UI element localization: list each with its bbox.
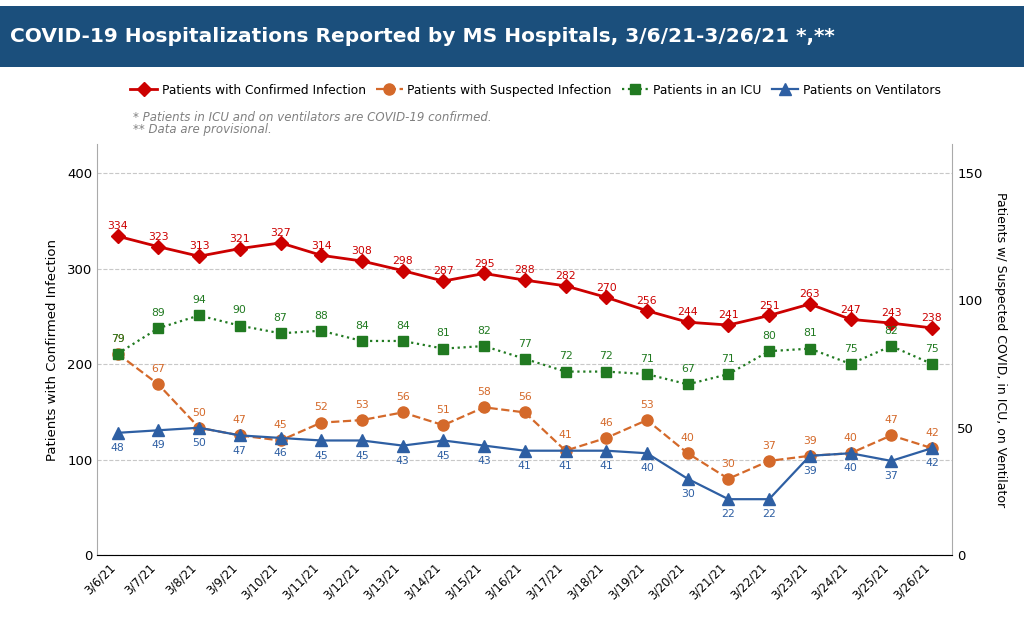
Text: 247: 247: [841, 304, 861, 315]
Text: 81: 81: [803, 329, 817, 338]
Text: 84: 84: [355, 321, 369, 331]
Text: 41: 41: [559, 431, 572, 440]
Text: 43: 43: [477, 456, 490, 466]
Text: 241: 241: [718, 310, 738, 320]
Text: 40: 40: [640, 464, 654, 473]
Text: 53: 53: [640, 400, 653, 410]
Legend: Patients with Confirmed Infection, Patients with Suspected Infection, Patients i: Patients with Confirmed Infection, Patie…: [125, 79, 946, 101]
Text: 256: 256: [637, 296, 657, 306]
Text: 82: 82: [477, 326, 490, 336]
Text: 45: 45: [314, 451, 328, 461]
Text: 82: 82: [885, 326, 898, 336]
Text: 40: 40: [681, 433, 694, 443]
Text: 263: 263: [800, 290, 820, 299]
Text: 50: 50: [193, 408, 206, 417]
Text: 71: 71: [640, 354, 653, 364]
Text: 238: 238: [922, 313, 942, 323]
Text: 43: 43: [396, 456, 410, 466]
Text: 244: 244: [677, 308, 698, 317]
Text: 72: 72: [559, 351, 572, 361]
Text: 87: 87: [273, 313, 288, 323]
Text: 48: 48: [111, 443, 125, 453]
Text: 94: 94: [193, 295, 206, 305]
Text: 22: 22: [722, 509, 735, 519]
Text: 79: 79: [111, 333, 125, 343]
Text: 52: 52: [314, 403, 328, 412]
Text: 40: 40: [844, 433, 857, 443]
Text: 49: 49: [152, 440, 165, 451]
Text: 22: 22: [762, 509, 776, 519]
Text: 323: 323: [148, 232, 169, 242]
Text: 45: 45: [436, 451, 451, 461]
Text: 75: 75: [844, 343, 857, 354]
Text: * Patients in ICU and on ventilators are COVID-19 confirmed.: * Patients in ICU and on ventilators are…: [133, 110, 492, 124]
Text: 47: 47: [232, 446, 247, 456]
Text: 321: 321: [229, 234, 250, 244]
Text: 72: 72: [599, 351, 613, 361]
Text: 314: 314: [311, 241, 332, 250]
Text: 89: 89: [152, 308, 165, 318]
Text: 79: 79: [111, 333, 125, 343]
Text: 270: 270: [596, 282, 616, 293]
Text: 46: 46: [273, 448, 288, 458]
Text: 84: 84: [396, 321, 410, 331]
Y-axis label: Patients with Confirmed Infection: Patients with Confirmed Infection: [46, 239, 58, 461]
Text: 30: 30: [722, 458, 735, 469]
Text: 67: 67: [152, 364, 165, 374]
Text: 51: 51: [436, 405, 451, 415]
Text: 42: 42: [925, 458, 939, 469]
Text: 42: 42: [925, 428, 939, 438]
Text: 40: 40: [844, 464, 857, 473]
Text: 45: 45: [355, 451, 369, 461]
Text: 37: 37: [762, 440, 776, 451]
Text: 282: 282: [555, 271, 575, 281]
Text: 39: 39: [803, 466, 817, 476]
Text: 298: 298: [392, 256, 413, 266]
Text: 80: 80: [762, 331, 776, 341]
Text: 46: 46: [599, 418, 613, 428]
Text: COVID-19 Hospitalizations Reported by MS Hospitals, 3/6/21-3/26/21 *,**: COVID-19 Hospitalizations Reported by MS…: [10, 28, 835, 46]
Y-axis label: Patients w/ Suspected COVID, in ICU, on Ventilator: Patients w/ Suspected COVID, in ICU, on …: [993, 193, 1007, 507]
Text: 41: 41: [599, 461, 613, 471]
Text: 30: 30: [681, 489, 694, 499]
Text: 295: 295: [474, 259, 495, 268]
Text: 39: 39: [803, 435, 817, 446]
Text: 37: 37: [885, 471, 898, 481]
Text: 81: 81: [436, 329, 451, 338]
Text: 313: 313: [188, 241, 209, 252]
Text: 58: 58: [477, 387, 490, 397]
Text: 47: 47: [232, 415, 247, 425]
Text: 71: 71: [722, 354, 735, 364]
Text: 308: 308: [351, 247, 373, 256]
Text: ** Data are provisional.: ** Data are provisional.: [133, 123, 271, 136]
Text: 45: 45: [273, 421, 288, 430]
Text: 56: 56: [518, 392, 531, 402]
Text: 334: 334: [108, 221, 128, 231]
Text: 75: 75: [925, 343, 939, 354]
Text: 47: 47: [885, 415, 898, 425]
Text: 327: 327: [270, 228, 291, 238]
Text: 90: 90: [232, 306, 247, 315]
Text: 41: 41: [518, 461, 531, 471]
Text: 77: 77: [518, 338, 531, 349]
Text: 50: 50: [193, 438, 206, 448]
Text: 287: 287: [433, 266, 454, 276]
Text: 67: 67: [681, 364, 694, 374]
Text: 243: 243: [881, 308, 901, 318]
Text: 56: 56: [396, 392, 410, 402]
Text: 88: 88: [314, 311, 328, 320]
Text: 251: 251: [759, 300, 779, 311]
Text: 288: 288: [514, 265, 536, 275]
Text: 41: 41: [559, 461, 572, 471]
Text: 53: 53: [355, 400, 369, 410]
